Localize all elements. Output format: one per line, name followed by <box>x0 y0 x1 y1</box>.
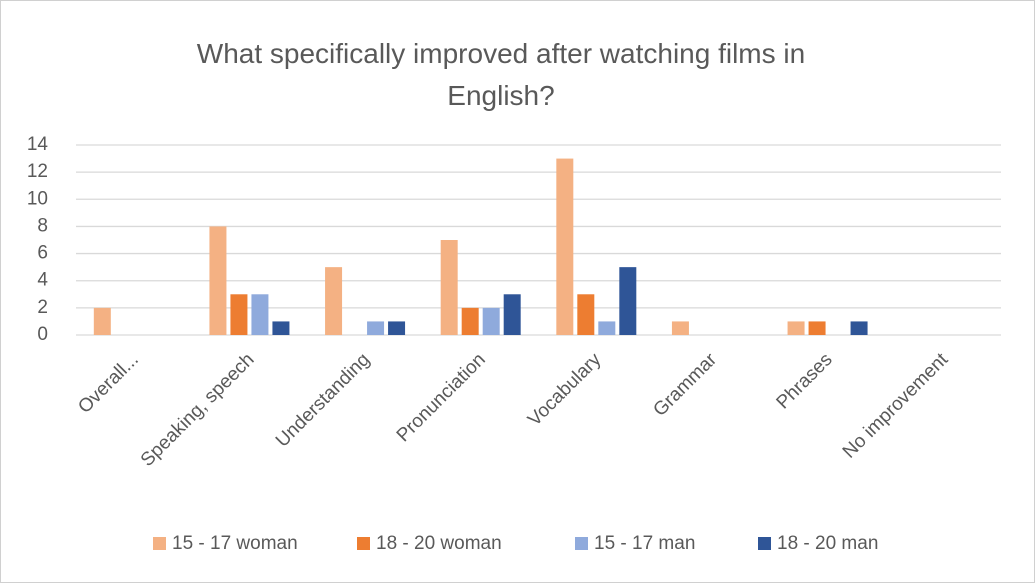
x-tick-label: Overall... <box>74 349 143 418</box>
x-tick-label: Pronunciation <box>393 349 490 446</box>
bar <box>388 321 406 335</box>
x-tick-label: No improvement <box>839 349 953 463</box>
y-tick-label: 6 <box>37 243 48 264</box>
y-tick-label: 14 <box>27 134 49 155</box>
legend-swatch <box>357 537 370 550</box>
x-tick-label: Grammar <box>649 349 721 421</box>
bar <box>230 294 248 335</box>
bar <box>251 294 269 335</box>
legend-label: 15 - 17 woman <box>172 533 298 554</box>
bar <box>325 267 343 335</box>
bar <box>272 321 290 335</box>
x-tick-label: Phrases <box>773 349 837 413</box>
bar <box>482 307 500 335</box>
y-tick-label: 2 <box>37 297 48 318</box>
bar <box>671 321 689 335</box>
bar <box>619 267 637 335</box>
legend-label: 15 - 17 man <box>594 533 695 554</box>
legend-swatch <box>575 537 588 550</box>
bar <box>850 321 868 335</box>
legend-swatch <box>758 537 771 550</box>
x-tick-label: Understanding <box>272 349 374 451</box>
bar <box>787 321 805 335</box>
chart-title: What specifically improved after watchin… <box>196 38 806 111</box>
x-tick-label: Speaking, speech <box>137 349 259 471</box>
y-tick-label: 8 <box>37 215 48 236</box>
y-tick-label: 12 <box>27 161 48 182</box>
bar <box>503 294 521 335</box>
bar <box>367 321 385 335</box>
bar <box>209 226 227 335</box>
y-tick-label: 10 <box>27 188 48 209</box>
bar <box>598 321 616 335</box>
bar <box>93 307 111 335</box>
legend-label: 18 - 20 man <box>777 533 878 554</box>
bar <box>461 307 479 335</box>
y-tick-label: 0 <box>37 324 48 345</box>
y-tick-label: 4 <box>37 270 48 291</box>
legend-swatch <box>153 537 166 550</box>
bar <box>577 294 595 335</box>
legend-label: 18 - 20 woman <box>376 533 502 554</box>
bar <box>556 158 574 335</box>
bar <box>808 321 826 335</box>
x-tick-label: Vocabulary <box>524 349 606 431</box>
bar <box>440 240 458 335</box>
